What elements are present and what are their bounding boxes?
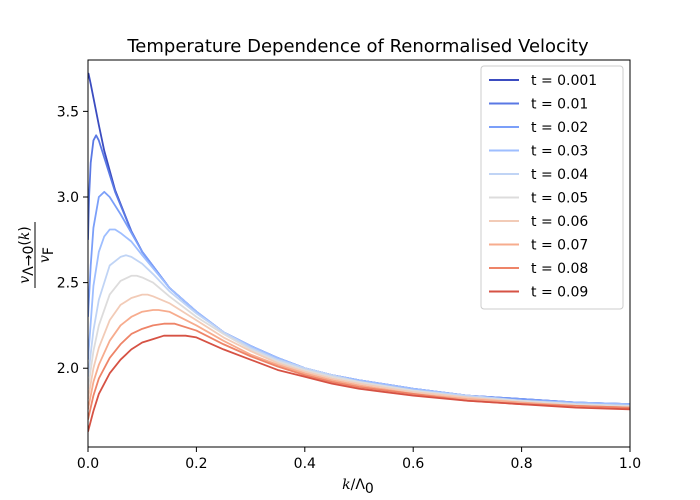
legend-label-3: t = 0.03 — [531, 144, 588, 160]
series-lines — [88, 72, 630, 432]
y-axis-label: vΛ→0(k) vF — [17, 222, 57, 288]
y-tick-label: 2.0 — [57, 361, 79, 377]
legend-label-4: t = 0.04 — [531, 167, 588, 183]
legend-label-7: t = 0.07 — [531, 238, 588, 254]
y-tick-label: 3.5 — [57, 104, 79, 120]
plot-area — [88, 72, 630, 432]
x-tick-label: 0.2 — [185, 456, 207, 472]
svg-text:k/Λ0: k/Λ0 — [342, 477, 374, 497]
y-tick-label: 2.5 — [57, 276, 79, 292]
x-tick-label: 0.8 — [510, 456, 532, 472]
legend-label-6: t = 0.06 — [531, 214, 588, 230]
y-tick-label: 3.0 — [57, 190, 79, 206]
legend-label-8: t = 0.08 — [531, 261, 588, 277]
plot-frame — [87, 59, 631, 448]
x-tick-label: 0.6 — [402, 456, 424, 472]
series-line-6 — [88, 293, 630, 409]
legend-label-5: t = 0.05 — [531, 191, 588, 207]
svg-text:vΛ→0(k): vΛ→0(k) — [17, 226, 37, 284]
legend-label-9: t = 0.09 — [531, 285, 588, 301]
legend-label-0: t = 0.001 — [531, 73, 597, 89]
legend: t = 0.001 t = 0.01 t = 0.02 t = 0.03 t = 0.0… — [480, 65, 624, 310]
x-axis-ticks: 0.0 0.2 0.4 0.6 0.8 1.0 — [77, 447, 641, 472]
series-line-9 — [88, 334, 630, 432]
x-tick-label: 0.0 — [77, 456, 99, 472]
svg-text:vF: vF — [37, 247, 57, 263]
x-axis-label: k/Λ0 — [342, 477, 374, 497]
legend-label-2: t = 0.02 — [531, 120, 588, 136]
chart-title: Temperature Dependence of Renormalised V… — [126, 36, 589, 57]
y-axis-ticks: 2.0 2.5 3.0 3.5 — [57, 104, 88, 377]
x-tick-label: 0.4 — [294, 456, 316, 472]
x-tick-label: 1.0 — [619, 456, 641, 472]
legend-label-1: t = 0.01 — [531, 97, 588, 113]
